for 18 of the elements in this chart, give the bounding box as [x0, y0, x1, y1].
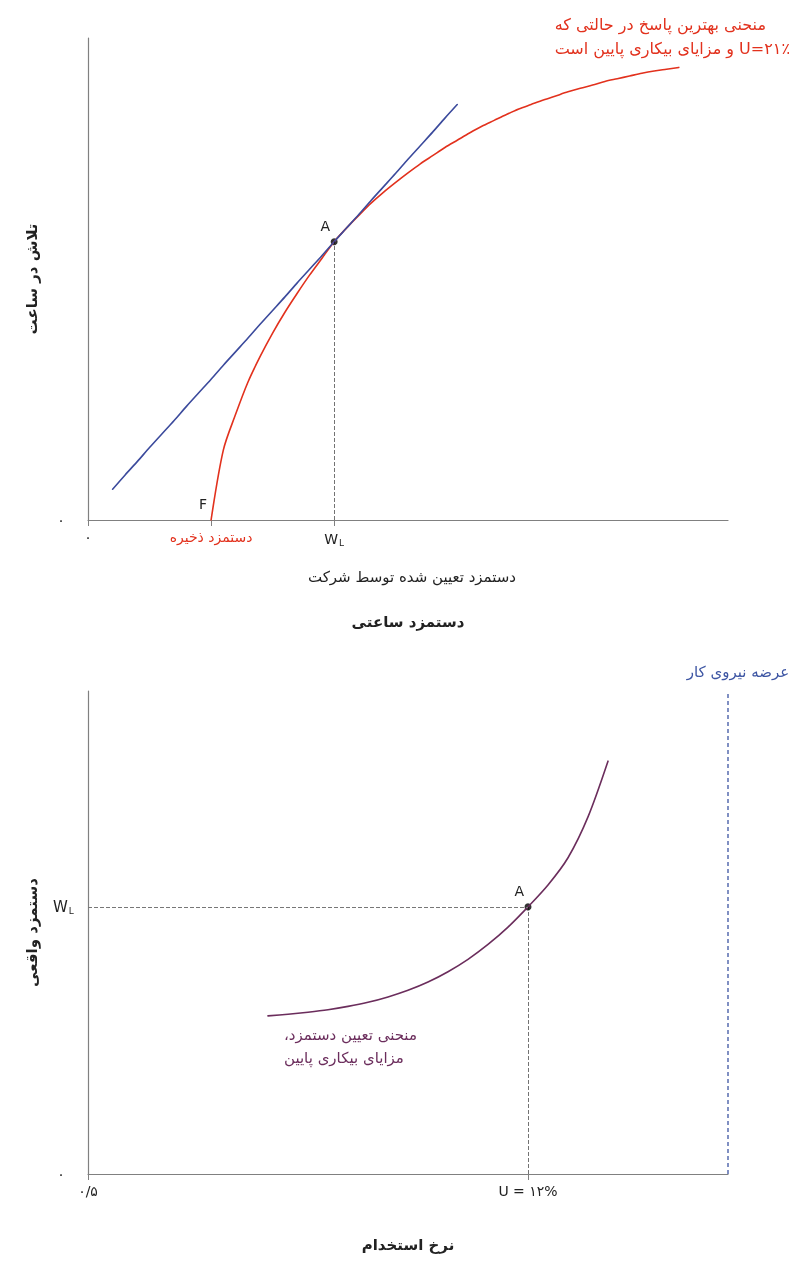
x-tick-label: ۰/۵ — [78, 1183, 98, 1199]
series-label: منحنی تعیین دستمزد، مزایای بیکاری پایین — [284, 1026, 417, 1069]
text: منحنی بهترین پاسخ در حالتی که U=۲۱٪ و مزایای بیکاری پایین است — [554, 14, 791, 59]
x-axis-title: دستمزد ساعتی — [351, 612, 465, 631]
x-tick-label: U = ۱۲% — [498, 1183, 558, 1199]
text: دستمزد تعیین شده توسط شرکت — [307, 568, 517, 586]
annotation: A — [320, 217, 331, 234]
y-axis-title: تلاش در ساعت — [22, 223, 41, 335]
text: عرضه نیروی کار — [685, 663, 790, 681]
ref-line-label: WL — [52, 897, 74, 916]
x-tick-label: دستمزد ذخیره — [169, 529, 253, 546]
x-axis-title: نرخ استخدام — [361, 1235, 455, 1254]
text: ۰ — [57, 1166, 65, 1182]
annotation: F — [199, 496, 208, 512]
text: ۰ — [57, 512, 65, 528]
x-tick-label: ۰ — [84, 529, 92, 545]
y-axis-title: دستمزد واقعی — [22, 877, 41, 987]
annotation: A — [514, 882, 525, 899]
